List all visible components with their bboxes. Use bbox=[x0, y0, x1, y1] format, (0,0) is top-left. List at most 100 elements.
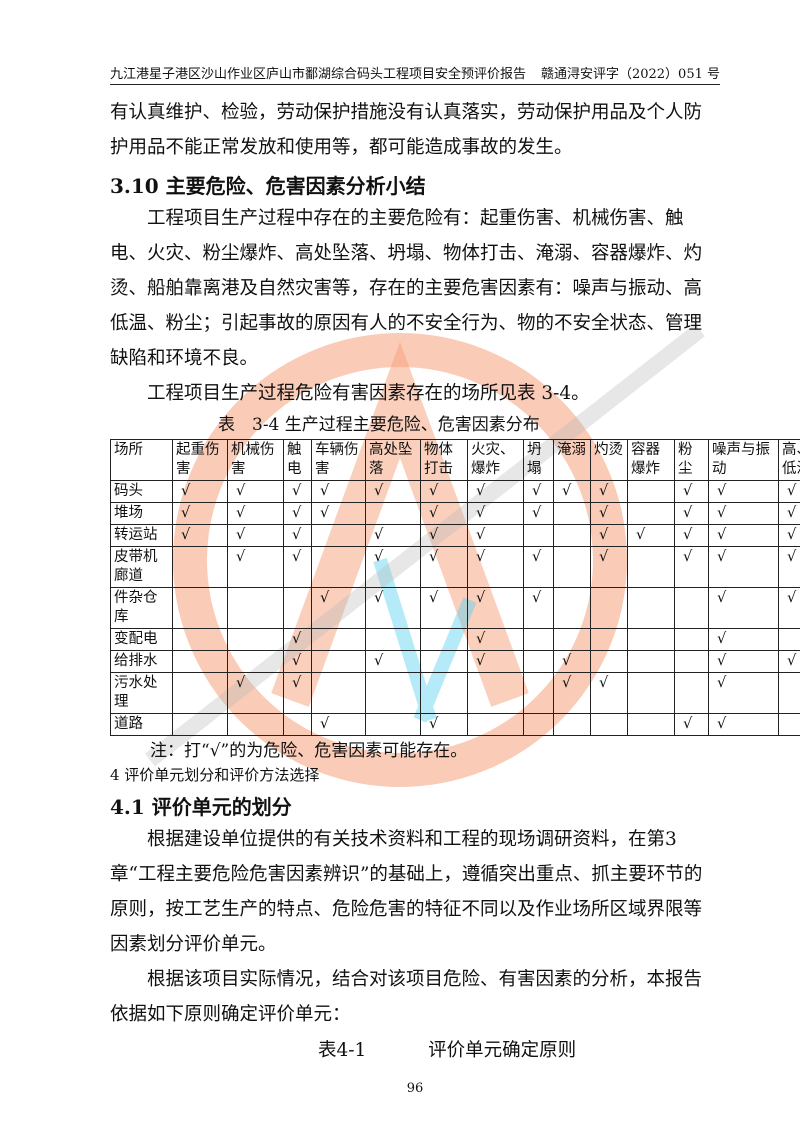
empty-cell bbox=[553, 502, 591, 525]
empty-cell bbox=[590, 628, 628, 651]
column-header: 灼烫 bbox=[590, 439, 628, 481]
column-header: 车辆伤害 bbox=[311, 439, 366, 481]
empty-cell bbox=[627, 502, 675, 525]
table-row: 变配电 √ √ √ bbox=[110, 628, 800, 651]
empty-cell bbox=[311, 546, 366, 588]
table-row: 道路 √ √ √ √ bbox=[110, 713, 800, 736]
check-mark-cell: √ bbox=[283, 672, 312, 714]
table-row: 转运站 √ √ √ √ √ √ √ √ √ √ √ bbox=[110, 524, 800, 547]
check-mark-cell: √ bbox=[283, 524, 312, 547]
check-mark-cell: √ bbox=[420, 713, 468, 736]
column-header: 场所 bbox=[110, 439, 173, 481]
empty-cell bbox=[311, 628, 366, 651]
table-note: 注：打“√”的为危险、危害因素可能存在。 bbox=[150, 741, 468, 761]
empty-cell bbox=[590, 587, 628, 629]
empty-cell bbox=[227, 650, 284, 673]
table-header-row: 场所 起重伤害 机械伤害 触电 车辆伤害 高处坠落 物体打击 火灾、爆炸 坍塌 淹溺 灼烫 容器爆炸粉… bbox=[110, 439, 800, 481]
check-mark-cell: √ bbox=[778, 524, 800, 547]
place-cell: 皮带机廊道 bbox=[110, 546, 173, 588]
empty-cell bbox=[778, 713, 800, 736]
empty-cell bbox=[172, 650, 228, 673]
table-row: 堆场 √ √ √ √ √ √ √ √ √ √ √ bbox=[110, 502, 800, 525]
check-mark-cell: √ bbox=[365, 650, 421, 673]
check-mark-cell: √ bbox=[778, 546, 800, 588]
empty-cell bbox=[553, 713, 591, 736]
place-cell: 道路 bbox=[110, 713, 173, 736]
check-mark-cell: √ bbox=[283, 650, 312, 673]
column-header: 起重伤害 bbox=[172, 439, 228, 481]
place-cell: 码头 bbox=[110, 480, 173, 503]
empty-cell bbox=[311, 672, 366, 714]
place-cell: 给排水 bbox=[110, 650, 173, 673]
check-mark-cell: √ bbox=[227, 502, 284, 525]
check-mark-cell: √ bbox=[420, 480, 468, 503]
check-mark-cell: √ bbox=[311, 587, 366, 629]
empty-cell bbox=[227, 628, 284, 651]
table-4-1-title: 评价单元确定原则 bbox=[428, 1040, 577, 1061]
empty-cell bbox=[523, 650, 554, 673]
empty-cell bbox=[172, 546, 228, 588]
check-mark-cell: √ bbox=[311, 713, 366, 736]
check-mark-cell: √ bbox=[708, 480, 779, 503]
check-mark-cell: √ bbox=[467, 546, 524, 588]
table-row: 给排水 √ √ √ √ √ √ bbox=[110, 650, 800, 673]
check-mark-cell: √ bbox=[523, 546, 554, 588]
empty-cell bbox=[523, 628, 554, 651]
empty-cell bbox=[420, 628, 468, 651]
empty-cell bbox=[523, 672, 554, 714]
report-number: 赣通浔安评字（2022）051 号 bbox=[540, 67, 720, 82]
check-mark-cell: √ bbox=[467, 587, 524, 629]
page-header: 九江港星子港区沙山作业区庐山市鄱湖综合码头工程项目安全预评价报告 赣通浔安评字（… bbox=[110, 66, 720, 85]
check-mark-cell: √ bbox=[365, 524, 421, 547]
check-mark-cell: √ bbox=[227, 672, 284, 714]
check-mark-cell: √ bbox=[674, 502, 709, 525]
table-row: 码头 √ √ √ √ √ √ √ √ √ √ √ √ √ bbox=[110, 480, 800, 503]
check-mark-cell: √ bbox=[172, 502, 228, 525]
check-mark-cell: √ bbox=[523, 502, 554, 525]
column-header: 机械伤害 bbox=[227, 439, 284, 481]
check-mark-cell: √ bbox=[553, 480, 591, 503]
check-mark-cell: √ bbox=[283, 546, 312, 588]
empty-cell bbox=[420, 650, 468, 673]
section-4-1-paragraph-1: 根据建设单位提供的有关技术资料和工程的现场调研资料，在第3章“工程主要危险危害因… bbox=[110, 829, 703, 955]
report-title: 九江港星子港区沙山作业区庐山市鄱湖综合码头工程项目安全预评价报告 bbox=[110, 67, 527, 82]
empty-cell bbox=[590, 650, 628, 673]
column-header: 高、低温 bbox=[778, 439, 800, 481]
check-mark-cell: √ bbox=[523, 587, 554, 629]
check-mark-cell: √ bbox=[283, 480, 312, 503]
check-mark-cell: √ bbox=[778, 480, 800, 503]
check-mark-cell: √ bbox=[590, 672, 628, 714]
page-number: 96 bbox=[406, 1081, 424, 1096]
check-mark-cell: √ bbox=[778, 502, 800, 525]
check-mark-cell: √ bbox=[227, 524, 284, 547]
check-mark-cell: √ bbox=[553, 650, 591, 673]
column-header: 容器爆炸 bbox=[627, 439, 675, 481]
check-mark-cell: √ bbox=[467, 650, 524, 673]
place-cell: 转运站 bbox=[110, 524, 173, 547]
empty-cell bbox=[523, 524, 554, 547]
check-mark-cell: √ bbox=[708, 587, 779, 629]
check-mark-cell: √ bbox=[590, 546, 628, 588]
empty-cell bbox=[627, 650, 675, 673]
empty-cell bbox=[172, 587, 228, 629]
empty-cell bbox=[627, 713, 675, 736]
section-4-1-paragraph-2: 根据该项目实际情况，结合对该项目危险、有害因素的分析，本报告依据如下原则确定评价… bbox=[110, 969, 703, 1025]
table-row: 皮带机廊道 √ √ √ √ √ √ √ √ √ √ bbox=[110, 546, 800, 588]
empty-cell bbox=[365, 502, 421, 525]
empty-cell bbox=[553, 524, 591, 547]
empty-cell bbox=[627, 587, 675, 629]
empty-cell bbox=[553, 546, 591, 588]
empty-cell bbox=[674, 628, 709, 651]
empty-cell bbox=[172, 713, 228, 736]
empty-cell bbox=[172, 672, 228, 714]
check-mark-cell: √ bbox=[365, 587, 421, 629]
check-mark-cell: √ bbox=[420, 524, 468, 547]
check-mark-cell: √ bbox=[708, 628, 779, 651]
check-mark-cell: √ bbox=[590, 502, 628, 525]
empty-cell bbox=[674, 650, 709, 673]
empty-cell bbox=[553, 628, 591, 651]
section-3-10-paragraph-1: 工程项目生产过程中存在的主要危险有：起重伤害、机械伤害、触电、火灾、粉尘爆炸、高… bbox=[110, 208, 703, 369]
empty-cell bbox=[365, 713, 421, 736]
empty-cell bbox=[311, 524, 366, 547]
empty-cell bbox=[778, 672, 800, 714]
